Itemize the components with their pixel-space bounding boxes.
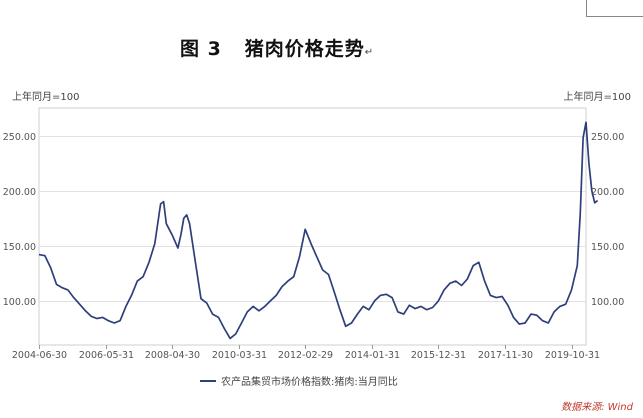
x-tick-label: 2006-05-31	[79, 350, 134, 361]
corner-crop-mark	[586, 0, 587, 16]
y-tick-label-left: 150.00	[3, 242, 36, 253]
x-tick-label: 2019-10-31	[545, 350, 600, 361]
x-tick-label: 2015-12-31	[411, 350, 466, 361]
corner-crop-mark-horizontal	[586, 16, 643, 17]
x-tick-label: 2008-04-30	[145, 350, 200, 361]
legend-label: 农产品集贸市场价格指数:猪肉:当月同比	[221, 375, 398, 388]
series-line	[38, 121, 599, 340]
y-tick-label-right: 100.00	[591, 297, 624, 308]
data-source-note: 数据来源: Wind	[561, 402, 633, 413]
y-tick-label-right: 150.00	[591, 242, 624, 253]
x-tick-label: 2010-03-31	[212, 350, 267, 361]
y-tick-label-left: 200.00	[3, 187, 36, 198]
paragraph-mark: ↵	[364, 47, 375, 58]
x-tick-label: 2014-01-31	[345, 350, 400, 361]
y-tick-label-right: 200.00	[591, 187, 624, 198]
left-axis-unit-label: 上年同月=100	[12, 92, 80, 103]
plot-area-border	[38, 107, 587, 346]
figure-title-text: 猪肉价格走势	[244, 38, 365, 60]
figure-number: 图 3	[180, 38, 222, 60]
x-tick-label: 2004-06-30	[12, 350, 67, 361]
y-tick-label-left: 250.00	[3, 132, 36, 143]
y-tick-label-right: 250.00	[591, 132, 624, 143]
right-axis-unit-label: 上年同月=100	[563, 92, 631, 103]
x-tick-label: 2012-02-29	[278, 350, 333, 361]
y-tick-label-left: 100.00	[3, 297, 36, 308]
figure-title: 图 3 猪肉价格走势↵	[180, 34, 374, 61]
x-tick-label: 2017-11-30	[478, 350, 533, 361]
